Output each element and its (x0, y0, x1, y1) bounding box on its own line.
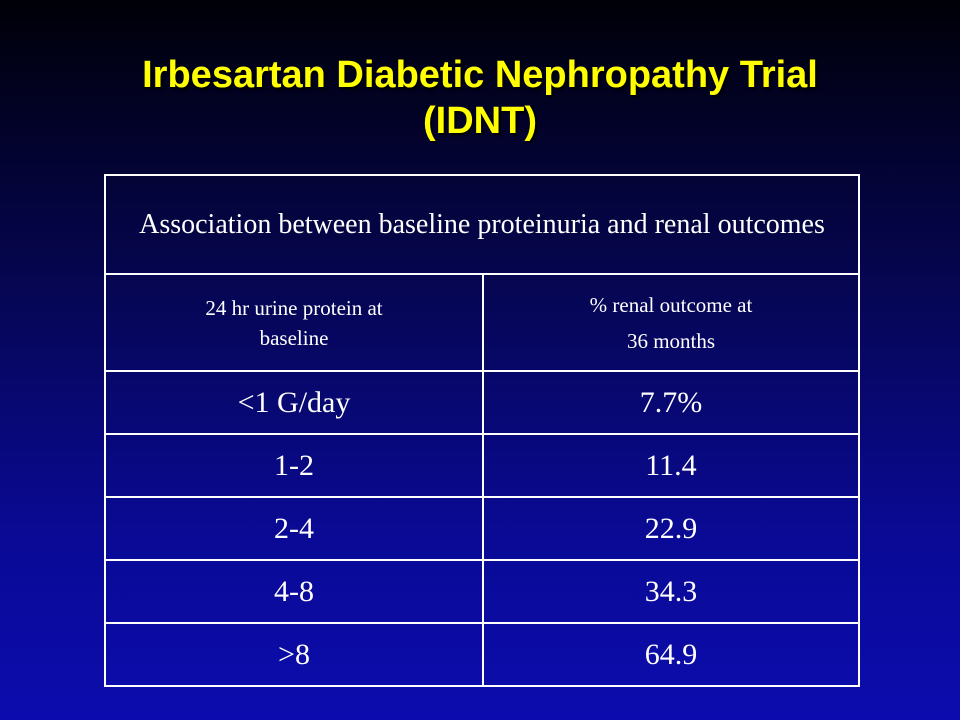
outcome-cell: 64.9 (482, 622, 860, 687)
protein-cell: 2-4 (104, 496, 484, 561)
column-header-outcome: % renal outcome at 36 months (482, 273, 860, 372)
outcome-cell: 11.4 (482, 433, 860, 498)
proteinuria-outcome-table: Association between baseline proteinuria… (104, 174, 860, 687)
column-header-protein: 24 hr urine protein at baseline (104, 273, 484, 372)
protein-cell: 1-2 (104, 433, 484, 498)
column-header-protein-line-2: baseline (259, 325, 329, 350)
column-header-row: 24 hr urine protein at baseline % renal … (104, 273, 860, 372)
table-header: Association between baseline proteinuria… (104, 174, 860, 275)
protein-cell: 4-8 (104, 559, 484, 624)
protein-cell: >8 (104, 622, 484, 687)
title-line-1: Irbesartan Diabetic Nephropathy Trial (142, 54, 818, 96)
outcome-cell: 22.9 (482, 496, 860, 561)
table-row: >8 64.9 (104, 622, 860, 687)
outcome-cell: 34.3 (482, 559, 860, 624)
column-header-protein-line-1: 24 hr urine protein at (205, 295, 383, 320)
outcome-cell: 7.7% (482, 370, 860, 435)
table-header-row: Association between baseline proteinuria… (104, 174, 860, 275)
column-header-outcome-line-1: % renal outcome at (589, 292, 753, 317)
slide-title: Irbesartan Diabetic Nephropathy Trial (I… (0, 52, 960, 144)
table-row: 1-2 11.4 (104, 433, 860, 498)
title-line-2: (IDNT) (423, 100, 537, 142)
data-table-container: Association between baseline proteinuria… (104, 174, 860, 687)
protein-cell: <1 G/day (104, 370, 484, 435)
table-row: <1 G/day 7.7% (104, 370, 860, 435)
table-row: 4-8 34.3 (104, 559, 860, 624)
column-header-outcome-line-2: 36 months (626, 328, 716, 353)
table-row: 2-4 22.9 (104, 496, 860, 561)
